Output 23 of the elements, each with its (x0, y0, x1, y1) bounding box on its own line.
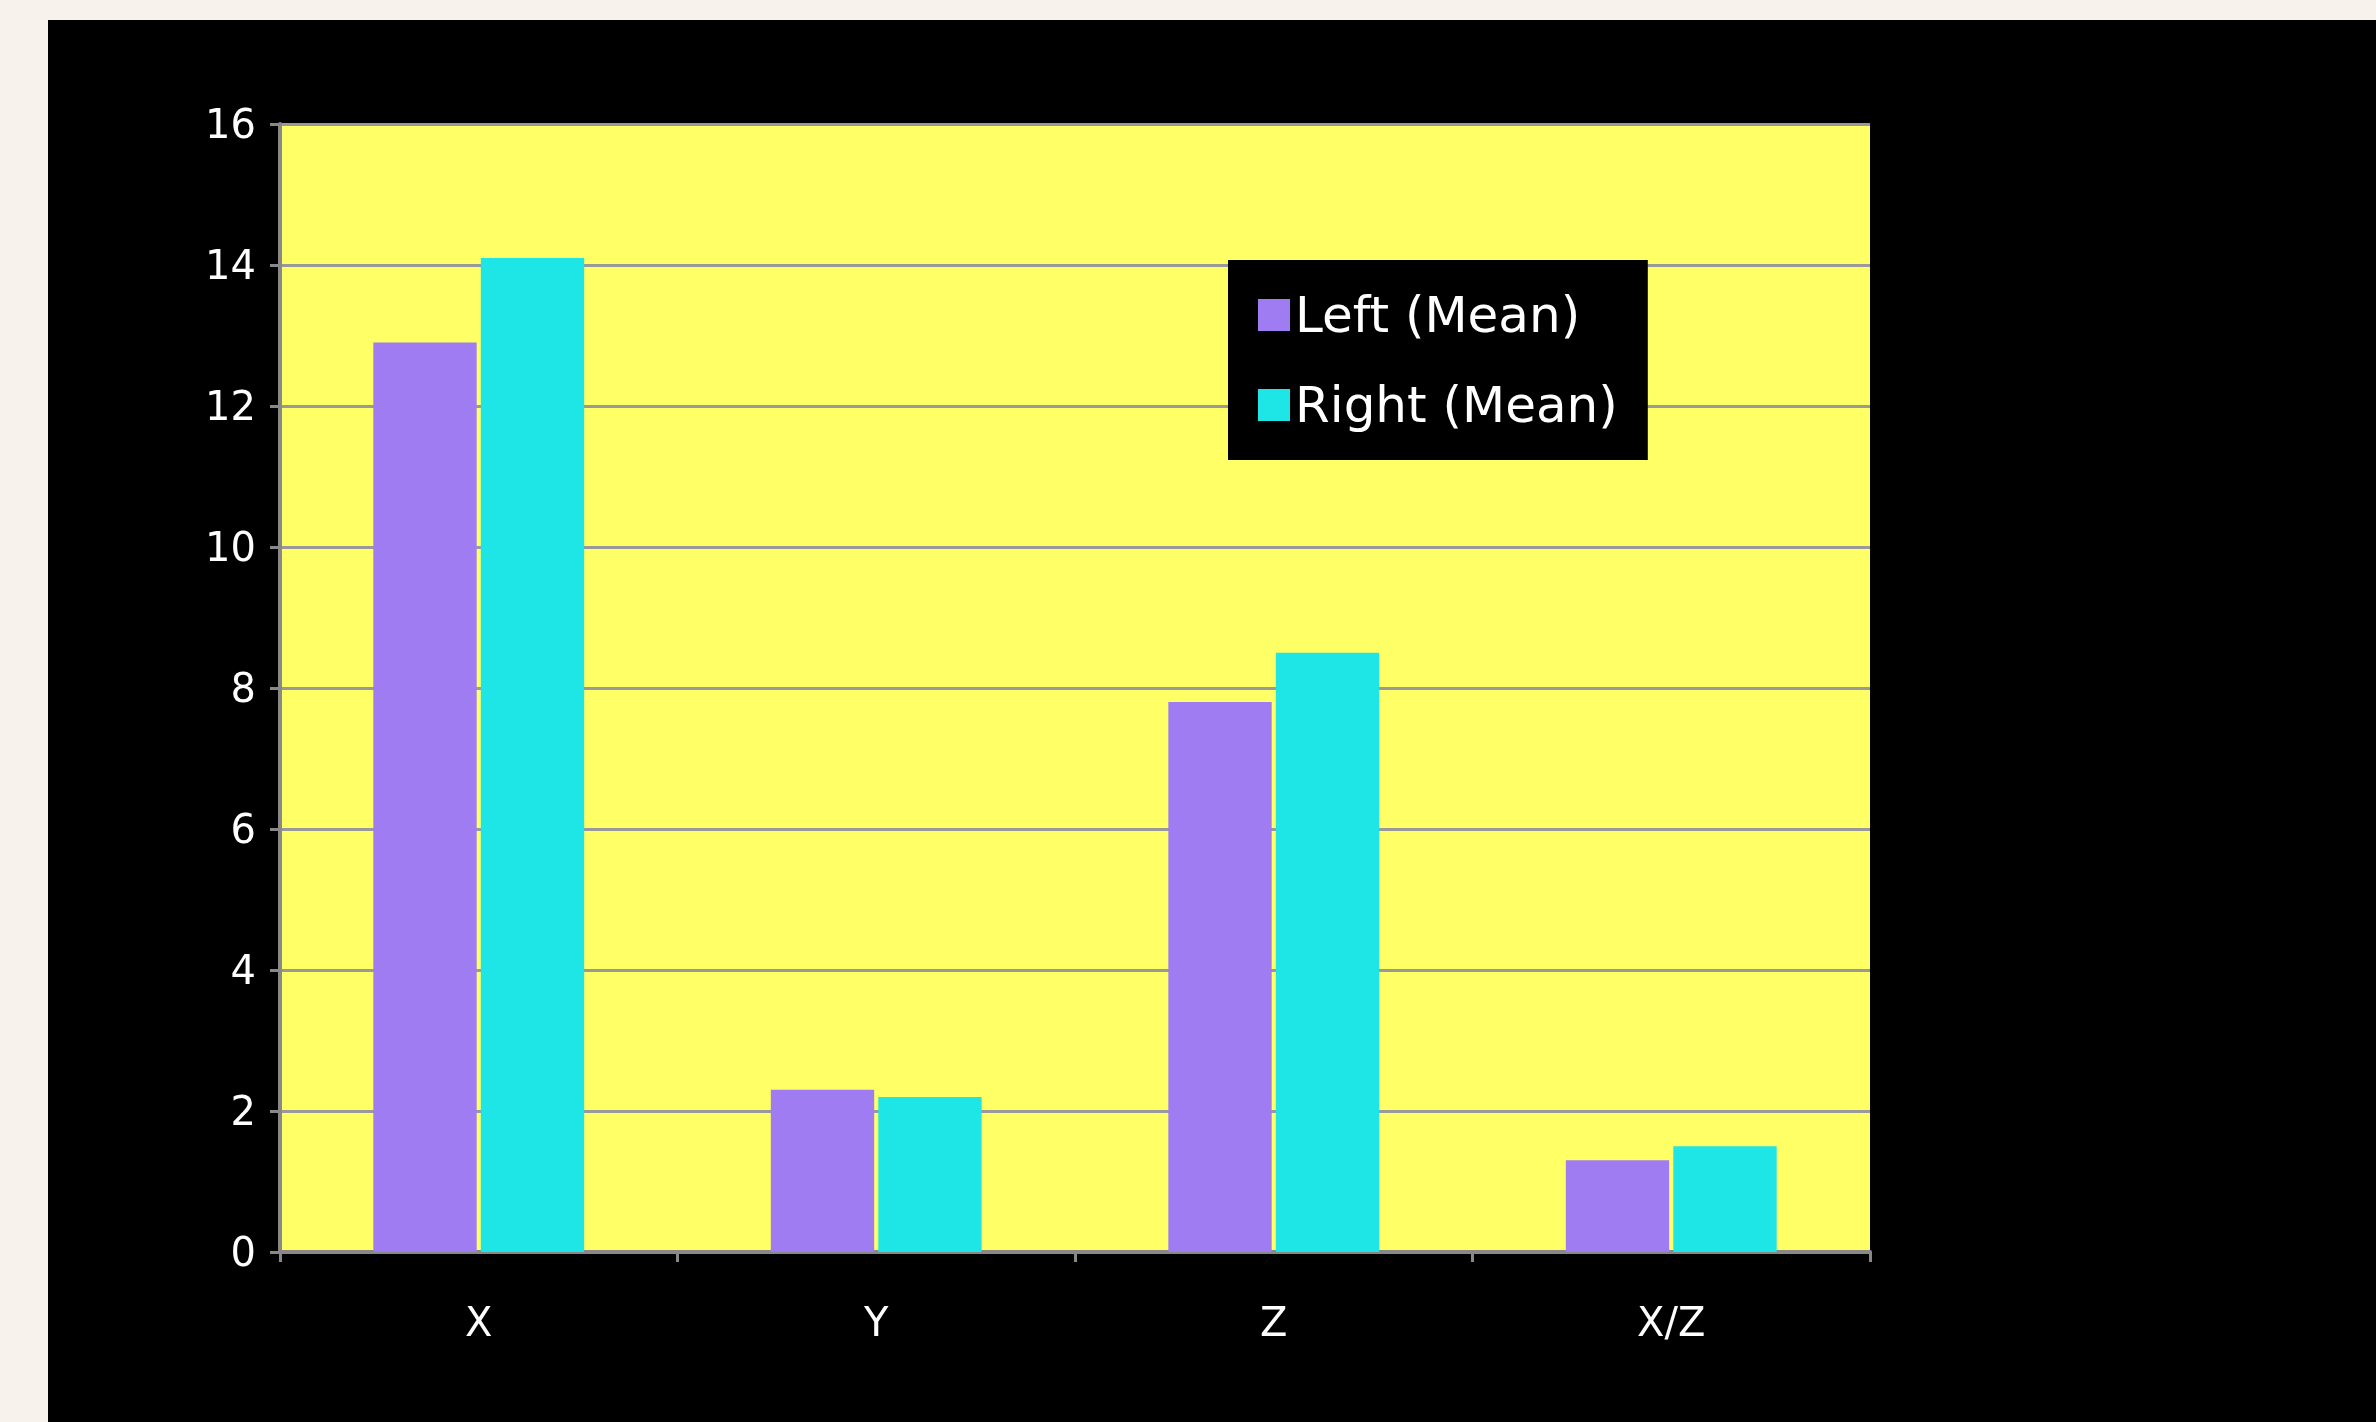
y-tick-label: 2 (230, 1088, 256, 1134)
y-tick-label: 0 (230, 1229, 256, 1275)
x-tick-label: X (465, 1299, 493, 1345)
x-tick-label: Z (1260, 1299, 1288, 1345)
bar (1673, 1146, 1777, 1252)
x-tick-label: Y (863, 1299, 890, 1345)
bar (1275, 652, 1380, 1252)
y-tick-label: 12 (205, 383, 256, 429)
legend-label: Left (Mean) (1295, 286, 1581, 344)
y-tick-label: 4 (230, 947, 256, 993)
y-tick-label: 16 (205, 101, 256, 147)
bar (480, 257, 585, 1252)
bar (1565, 1160, 1670, 1252)
y-tick-label: 10 (205, 524, 256, 570)
legend-label: Right (Mean) (1295, 376, 1618, 434)
y-tick-label: 14 (205, 242, 256, 288)
x-tick-label: X/Z (1637, 1299, 1706, 1345)
bar (1168, 702, 1272, 1252)
bar (878, 1096, 982, 1252)
y-tick-label: 6 (230, 806, 256, 852)
bar (373, 342, 477, 1252)
y-tick-label: 8 (230, 665, 256, 711)
bar (770, 1089, 875, 1252)
